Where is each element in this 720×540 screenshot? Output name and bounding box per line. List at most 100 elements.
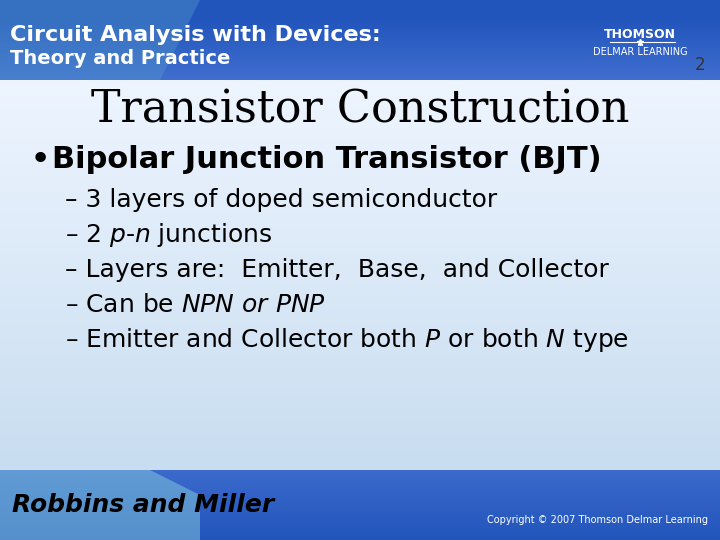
- FancyBboxPatch shape: [0, 438, 720, 440]
- FancyBboxPatch shape: [0, 292, 720, 293]
- FancyBboxPatch shape: [0, 251, 720, 252]
- FancyBboxPatch shape: [0, 99, 720, 101]
- FancyBboxPatch shape: [0, 119, 720, 121]
- FancyBboxPatch shape: [0, 524, 720, 525]
- Polygon shape: [0, 0, 200, 80]
- FancyBboxPatch shape: [0, 32, 720, 33]
- FancyBboxPatch shape: [0, 375, 720, 377]
- FancyBboxPatch shape: [0, 73, 720, 74]
- FancyBboxPatch shape: [0, 418, 720, 420]
- FancyBboxPatch shape: [0, 431, 720, 433]
- FancyBboxPatch shape: [0, 275, 720, 277]
- FancyBboxPatch shape: [0, 46, 720, 47]
- FancyBboxPatch shape: [0, 79, 720, 81]
- FancyBboxPatch shape: [0, 221, 720, 223]
- Text: •: •: [30, 143, 51, 177]
- FancyBboxPatch shape: [0, 74, 720, 75]
- FancyBboxPatch shape: [0, 323, 720, 325]
- FancyBboxPatch shape: [0, 468, 720, 469]
- FancyBboxPatch shape: [0, 417, 720, 419]
- FancyBboxPatch shape: [0, 165, 720, 167]
- FancyBboxPatch shape: [0, 462, 720, 464]
- FancyBboxPatch shape: [0, 340, 720, 341]
- FancyBboxPatch shape: [0, 78, 720, 79]
- FancyBboxPatch shape: [0, 254, 720, 256]
- FancyBboxPatch shape: [0, 501, 720, 502]
- FancyBboxPatch shape: [0, 400, 720, 401]
- FancyBboxPatch shape: [0, 510, 720, 511]
- FancyBboxPatch shape: [0, 113, 720, 115]
- FancyBboxPatch shape: [0, 449, 720, 451]
- FancyBboxPatch shape: [0, 429, 720, 430]
- FancyBboxPatch shape: [0, 286, 720, 287]
- FancyBboxPatch shape: [0, 485, 720, 486]
- FancyBboxPatch shape: [0, 328, 720, 330]
- FancyBboxPatch shape: [0, 395, 720, 397]
- FancyBboxPatch shape: [0, 480, 720, 481]
- FancyBboxPatch shape: [0, 504, 720, 505]
- FancyBboxPatch shape: [0, 64, 720, 65]
- FancyBboxPatch shape: [0, 266, 720, 267]
- FancyBboxPatch shape: [0, 111, 720, 113]
- FancyBboxPatch shape: [0, 123, 720, 124]
- FancyBboxPatch shape: [0, 76, 720, 77]
- FancyBboxPatch shape: [0, 493, 720, 494]
- FancyBboxPatch shape: [0, 239, 720, 240]
- FancyBboxPatch shape: [0, 473, 720, 474]
- FancyBboxPatch shape: [0, 520, 720, 521]
- FancyBboxPatch shape: [0, 172, 720, 174]
- FancyBboxPatch shape: [0, 50, 720, 51]
- FancyBboxPatch shape: [0, 59, 720, 60]
- FancyBboxPatch shape: [0, 348, 720, 350]
- FancyBboxPatch shape: [0, 389, 720, 391]
- FancyBboxPatch shape: [0, 399, 720, 400]
- FancyBboxPatch shape: [0, 177, 720, 178]
- FancyBboxPatch shape: [0, 341, 720, 343]
- FancyBboxPatch shape: [0, 368, 720, 369]
- FancyBboxPatch shape: [0, 245, 720, 246]
- FancyBboxPatch shape: [0, 454, 720, 455]
- FancyBboxPatch shape: [0, 49, 720, 50]
- FancyBboxPatch shape: [0, 34, 720, 35]
- FancyBboxPatch shape: [0, 499, 720, 500]
- FancyBboxPatch shape: [0, 435, 720, 437]
- FancyBboxPatch shape: [0, 131, 720, 132]
- FancyBboxPatch shape: [0, 318, 720, 319]
- FancyBboxPatch shape: [0, 312, 720, 313]
- FancyBboxPatch shape: [0, 204, 720, 205]
- FancyBboxPatch shape: [0, 152, 720, 154]
- FancyBboxPatch shape: [0, 261, 720, 263]
- FancyBboxPatch shape: [0, 364, 720, 366]
- FancyBboxPatch shape: [0, 494, 720, 495]
- FancyBboxPatch shape: [0, 268, 720, 270]
- FancyBboxPatch shape: [0, 403, 720, 405]
- FancyBboxPatch shape: [0, 287, 720, 288]
- FancyBboxPatch shape: [0, 424, 720, 426]
- FancyBboxPatch shape: [0, 367, 720, 368]
- FancyBboxPatch shape: [0, 93, 720, 95]
- FancyBboxPatch shape: [0, 280, 720, 282]
- FancyBboxPatch shape: [0, 67, 720, 68]
- FancyBboxPatch shape: [0, 327, 720, 329]
- FancyBboxPatch shape: [0, 362, 720, 364]
- FancyBboxPatch shape: [0, 126, 720, 128]
- FancyBboxPatch shape: [0, 31, 720, 32]
- FancyBboxPatch shape: [0, 284, 720, 285]
- Text: Transistor Construction: Transistor Construction: [91, 89, 629, 132]
- FancyBboxPatch shape: [0, 409, 720, 411]
- FancyBboxPatch shape: [0, 486, 720, 487]
- FancyBboxPatch shape: [0, 195, 720, 197]
- FancyBboxPatch shape: [0, 301, 720, 303]
- FancyBboxPatch shape: [0, 70, 720, 71]
- FancyBboxPatch shape: [0, 475, 720, 476]
- FancyBboxPatch shape: [0, 48, 720, 49]
- FancyBboxPatch shape: [0, 368, 720, 370]
- FancyBboxPatch shape: [0, 363, 720, 365]
- FancyBboxPatch shape: [0, 151, 720, 152]
- FancyBboxPatch shape: [0, 92, 720, 94]
- FancyBboxPatch shape: [0, 138, 720, 140]
- FancyBboxPatch shape: [0, 308, 720, 310]
- FancyBboxPatch shape: [0, 253, 720, 255]
- FancyBboxPatch shape: [0, 180, 720, 182]
- FancyBboxPatch shape: [0, 314, 720, 316]
